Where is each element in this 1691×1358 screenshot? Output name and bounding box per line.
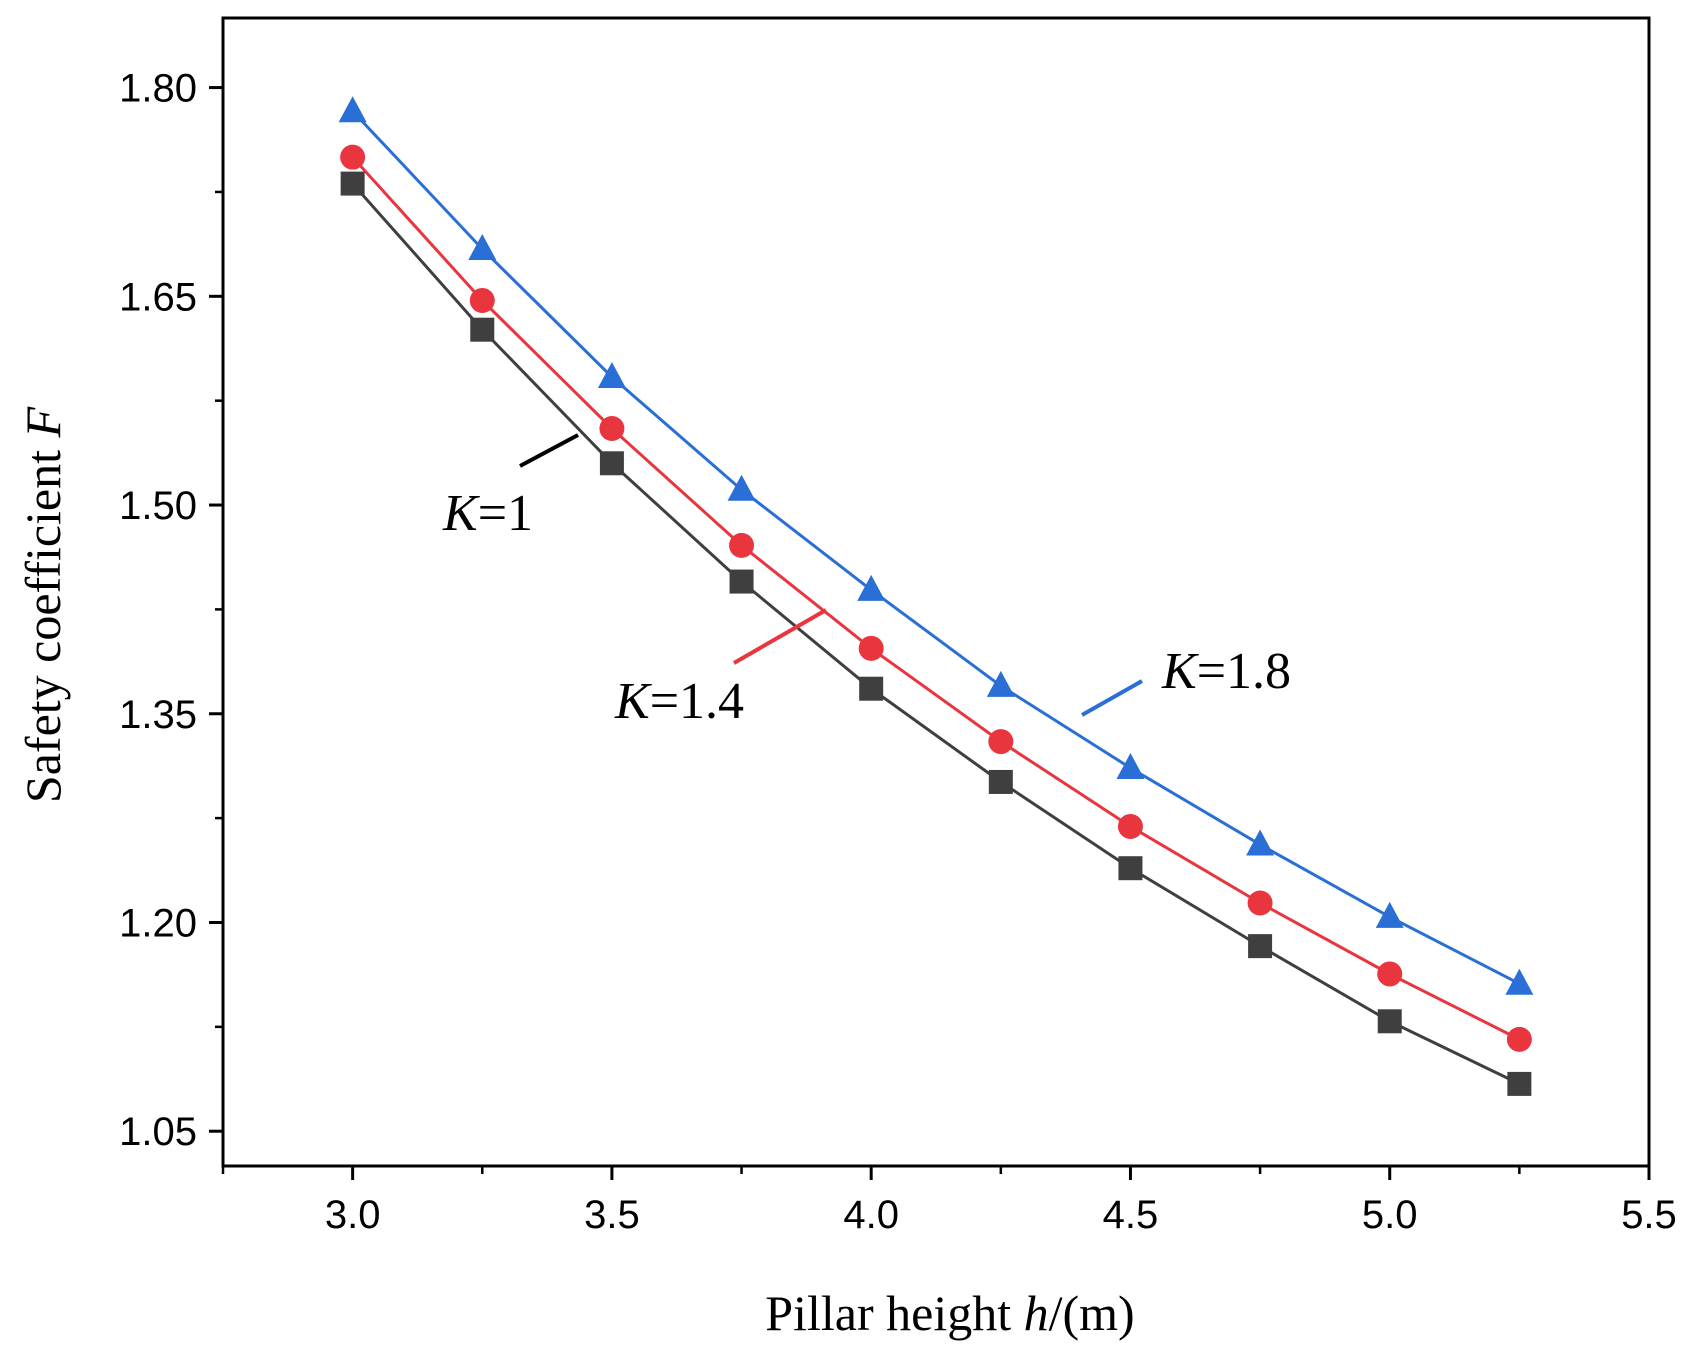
annotation-leader-3 bbox=[1081, 679, 1143, 717]
y-tick-label: 1.50 bbox=[119, 484, 197, 528]
y-tick-label: 1.80 bbox=[119, 67, 197, 111]
y-tick-label: 1.35 bbox=[119, 693, 197, 737]
x-tick-label: 5.0 bbox=[1362, 1193, 1418, 1237]
data-point-square bbox=[470, 317, 495, 342]
data-point-triangle bbox=[1116, 753, 1145, 780]
x-tick-label: 3.0 bbox=[325, 1193, 381, 1237]
plot-frame bbox=[221, 16, 1651, 1168]
series-line-2 bbox=[351, 156, 1521, 1041]
data-point-triangle bbox=[597, 362, 626, 389]
data-point-circle bbox=[988, 729, 1014, 755]
plot-area-border bbox=[221, 16, 1651, 1168]
x-tick-label: 4.5 bbox=[1103, 1193, 1159, 1237]
data-point-circle bbox=[599, 415, 625, 441]
data-point-circle bbox=[729, 532, 755, 558]
annotation-leader-1 bbox=[519, 433, 579, 468]
series-markers bbox=[338, 96, 1534, 1096]
x-axis-ticks: 3.0 3.5 4.0 4.5 5.0 5.5 bbox=[221, 1166, 1677, 1237]
data-point-square bbox=[1507, 1071, 1532, 1096]
series-line-3 bbox=[351, 110, 1521, 986]
x-tick-label: 5.5 bbox=[1621, 1193, 1677, 1237]
series-annotations: K=1 K=1.4 K=1.8 bbox=[442, 433, 1291, 730]
annotation-label-3: K=1.8 bbox=[1161, 643, 1291, 700]
data-point-circle bbox=[340, 144, 366, 170]
x-tick-label: 3.5 bbox=[584, 1193, 640, 1237]
data-point-circle bbox=[1117, 813, 1143, 839]
data-point-triangle bbox=[857, 574, 886, 601]
data-point-triangle bbox=[1505, 968, 1534, 995]
series-line-1 bbox=[351, 182, 1521, 1086]
data-point-square bbox=[729, 569, 754, 594]
data-point-square bbox=[340, 171, 365, 196]
data-point-triangle bbox=[727, 474, 756, 501]
data-point-circle bbox=[1247, 890, 1273, 916]
data-point-circle bbox=[1377, 961, 1403, 987]
data-point-triangle bbox=[338, 96, 367, 123]
data-point-square bbox=[859, 676, 884, 701]
y-tick-label: 1.05 bbox=[119, 1110, 197, 1154]
data-point-square bbox=[1377, 1009, 1402, 1034]
data-point-square bbox=[1118, 856, 1143, 881]
data-point-square bbox=[1248, 934, 1273, 959]
data-point-triangle bbox=[986, 670, 1015, 697]
y-tick-label: 1.20 bbox=[119, 901, 197, 945]
data-point-square bbox=[988, 769, 1013, 794]
data-point-triangle bbox=[1246, 829, 1275, 856]
data-point-circle bbox=[1506, 1026, 1532, 1052]
data-point-triangle bbox=[1375, 901, 1404, 928]
series-lines bbox=[351, 110, 1521, 1086]
annotation-label-2: K=1.4 bbox=[614, 673, 744, 730]
x-tick-label: 4.0 bbox=[843, 1193, 899, 1237]
data-point-triangle bbox=[468, 233, 497, 260]
y-axis-title: Safety coefficient F bbox=[15, 406, 71, 803]
x-axis-title: Pillar height h/(m) bbox=[765, 1285, 1134, 1341]
annotation-leader-2 bbox=[733, 608, 827, 665]
annotation-label-1: K=1 bbox=[442, 485, 533, 542]
data-point-circle bbox=[469, 287, 495, 313]
data-point-circle bbox=[858, 635, 884, 661]
data-point-square bbox=[599, 451, 624, 476]
y-axis-ticks: 1.05 1.20 1.35 1.50 1.65 1.80 bbox=[119, 67, 223, 1154]
y-tick-label: 1.65 bbox=[119, 275, 197, 319]
